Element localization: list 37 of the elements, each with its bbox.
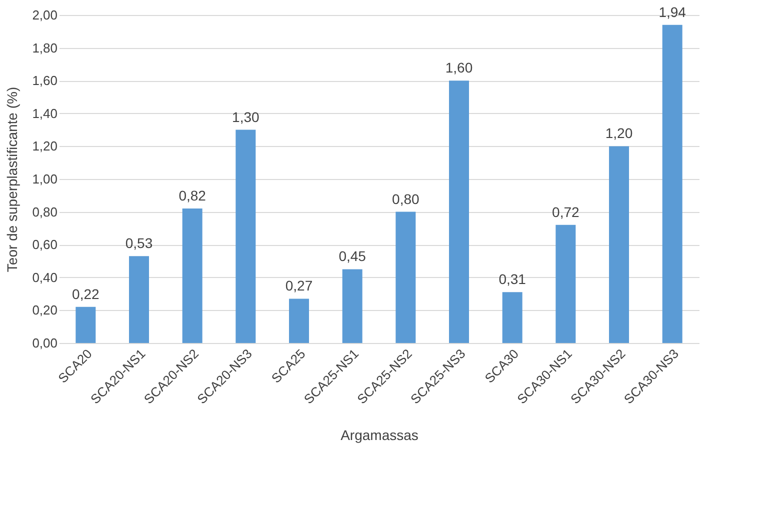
bar [502,292,522,343]
y-tick-label: 1,40 [32,106,58,121]
bar [76,306,96,343]
bar [609,146,629,343]
data-label: 0,45 [338,248,366,264]
y-tick-label: 0,00 [32,336,58,350]
y-tick-label: 0,80 [32,204,58,220]
x-axis-title: Argamassas [340,426,418,443]
bar [236,130,256,343]
data-label: 1,60 [445,60,473,76]
y-tick-label: 0,40 [32,270,58,285]
y-tick-label: 0,20 [32,302,58,318]
y-tick-label: 2,00 [32,8,58,22]
data-label: 0,82 [178,188,206,204]
y-tick-label: 1,80 [32,40,58,56]
data-label: 1,94 [658,4,686,20]
bar [396,212,416,343]
bar [289,298,309,343]
data-label: 0,72 [552,204,580,220]
y-axis-title: Teor de superplastificante (%) [4,86,20,272]
data-label: 1,30 [232,108,260,125]
data-label: 1,20 [605,125,633,142]
bar [342,269,362,343]
y-tick-label: 1,60 [32,73,58,88]
data-label: 0,27 [285,278,313,294]
bar [182,208,202,343]
data-label: 0,22 [72,286,100,302]
y-tick-label: 0,60 [32,237,58,252]
bar [556,224,576,343]
y-tick-label: 1,00 [32,172,58,186]
bar [129,256,149,343]
bar [449,80,469,343]
data-label: 0,31 [498,271,526,288]
y-tick-label: 1,20 [32,138,58,154]
data-label: 0,80 [392,190,420,207]
data-label: 0,53 [125,235,153,252]
bar [662,24,682,343]
